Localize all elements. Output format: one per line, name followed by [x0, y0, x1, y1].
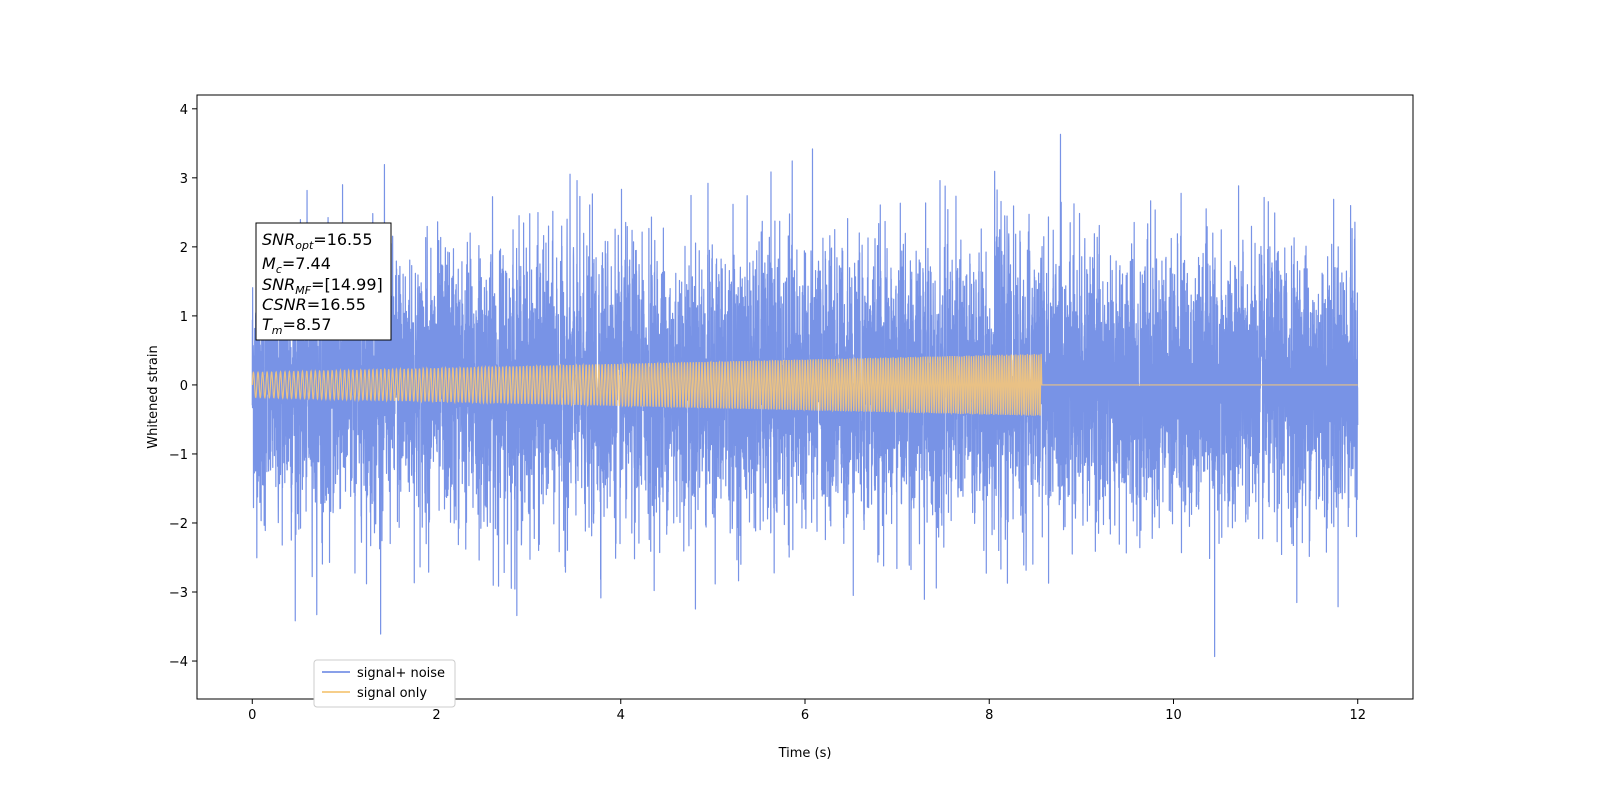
series-signal-only [251, 353, 1358, 417]
y-tick-label: −2 [169, 517, 188, 532]
x-tick-label: 0 [248, 708, 256, 723]
x-tick-label: 4 [617, 708, 625, 723]
y-tick-label: 3 [180, 172, 188, 187]
x-tick-label: 8 [985, 708, 993, 723]
y-axis-label: Whitened strain [146, 345, 161, 448]
annotation-box: SNRopt=16.55 Mc=7.44 SNRMF=[14.99] CSNR=… [255, 222, 392, 341]
annotation-mc: Mc=7.44 [262, 254, 331, 276]
annotation-csnr: CSNR=16.55 [262, 295, 366, 314]
y-tick-label: −1 [169, 448, 188, 463]
y-tick-label: 2 [180, 241, 188, 256]
annotation-tm: Tm=8.57 [262, 315, 332, 337]
y-tick-label: −4 [169, 655, 188, 670]
x-tick-label: 6 [801, 708, 809, 723]
x-tick-label: 10 [1165, 708, 1182, 723]
series-signal-noise [251, 133, 1359, 658]
legend-label-signal-noise: signal+ noise [357, 666, 445, 681]
y-tick-label: 4 [180, 103, 188, 118]
annotation-snr-mf: SNRMF=[14.99] [262, 275, 383, 297]
x-tick-label: 12 [1349, 708, 1366, 723]
annotation-snr-opt: SNRopt=16.55 [262, 230, 373, 252]
legend-label-signal-only: signal only [357, 686, 427, 701]
y-tick-label: −3 [169, 586, 188, 601]
x-tick-label: 2 [432, 708, 440, 723]
legend: signal+ noise signal only [313, 659, 456, 708]
y-tick-label: 0 [180, 379, 188, 394]
x-axis-label: Time (s) [778, 746, 832, 761]
y-tick-label: 1 [180, 310, 188, 325]
